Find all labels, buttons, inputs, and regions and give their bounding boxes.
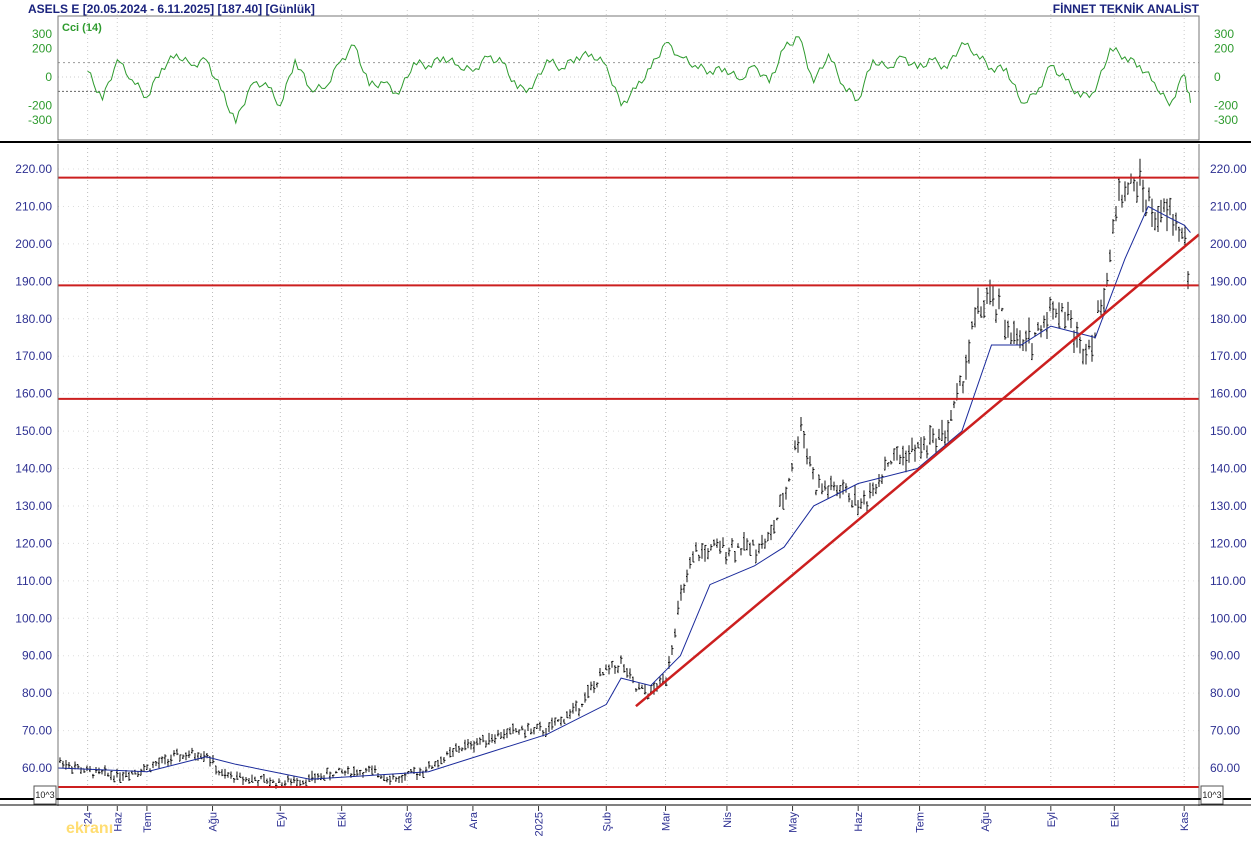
- price-tick-left: 200.00: [15, 237, 52, 251]
- volume-label-left: 10^3: [35, 790, 54, 800]
- price-tick-right: 200.00: [1210, 237, 1247, 251]
- x-tick-label: Kas: [402, 812, 414, 831]
- x-tick-label: Haz: [112, 812, 124, 832]
- price-tick-right: 60.00: [1210, 761, 1240, 775]
- symbol: ASELS E: [28, 2, 80, 16]
- period: [Günlük]: [265, 2, 315, 16]
- x-tick-label: Ağu: [208, 812, 220, 832]
- price-tick-right: 110.00: [1210, 574, 1246, 588]
- volume-label-right-box: [1200, 785, 1224, 805]
- x-tick-label: Tem: [915, 812, 927, 833]
- x-tick-label: Kas: [1179, 812, 1191, 831]
- price-tick-right: 70.00: [1210, 724, 1240, 738]
- chart-frame: 10^3 10^3: [0, 15, 1251, 806]
- price-tick-right: 220.00: [1210, 162, 1247, 176]
- date-range: [20.05.2024 - 6.11.2025]: [82, 2, 215, 16]
- x-tick-label: Eyl: [275, 812, 287, 827]
- price-tick-right: 160.00: [1210, 387, 1247, 401]
- price-tick-left: 90.00: [22, 649, 52, 663]
- price-tick-left: 220.00: [15, 162, 52, 176]
- cci-tick-left: 0: [45, 70, 52, 84]
- cci-line: [87, 36, 1191, 125]
- price-tick-left: 70.00: [22, 724, 52, 738]
- trendline: [635, 233, 1200, 708]
- cci-title: Cci (14): [62, 22, 102, 34]
- price-tick-right: 140.00: [1210, 462, 1247, 476]
- cci-tick-left: -300: [28, 113, 52, 127]
- cci-tick-right: 200: [1214, 41, 1234, 55]
- x-tick-label: Eki: [1109, 812, 1121, 827]
- moving-average-line: [57, 205, 1191, 780]
- price-tick-left: 100.00: [15, 611, 52, 625]
- cci-panel-border: [57, 15, 1200, 141]
- price-grid: 60.00 60.00 70.00 70.00 80.00 80.00 90.00 90.00…: [15, 10, 1247, 787]
- cci-tick-left: -200: [28, 99, 52, 113]
- price-tick-left: 80.00: [22, 686, 52, 700]
- price-tick-right: 90.00: [1210, 649, 1240, 663]
- x-tick-label: Eyl: [1046, 812, 1058, 827]
- price-tick-right: 170.00: [1210, 349, 1247, 363]
- last-price: [187.40]: [217, 2, 263, 16]
- price-tick-left: 170.00: [15, 349, 52, 363]
- price-tick-right: 130.00: [1210, 499, 1247, 513]
- x-tick-label: '24: [83, 812, 95, 826]
- price-tick-left: 140.00: [15, 462, 52, 476]
- x-tick-label: Haz: [853, 812, 865, 832]
- cci-tick-right: -300: [1214, 113, 1238, 127]
- price-tick-left: 110.00: [16, 574, 52, 588]
- x-tick-label: Ağu: [980, 812, 992, 832]
- price-tick-right: 120.00: [1210, 536, 1247, 550]
- x-tick-label: Tem: [142, 812, 154, 833]
- volume-label-right: 10^3: [1202, 790, 1221, 800]
- price-tick-right: 180.00: [1210, 312, 1247, 326]
- x-tick-label: Eki: [337, 812, 349, 827]
- price-tick-right: 150.00: [1210, 424, 1247, 438]
- price-tick-right: 100.00: [1210, 611, 1247, 625]
- price-tick-left: 210.00: [15, 199, 52, 213]
- price-tick-left: 190.00: [15, 274, 52, 288]
- price-tick-right: 210.00: [1210, 199, 1247, 213]
- x-tick-label: Mar: [661, 812, 673, 831]
- x-tick-label: Ara: [468, 811, 480, 829]
- price-tick-left: 180.00: [15, 312, 52, 326]
- x-tick-label: Şub: [601, 812, 613, 832]
- chart-header: ASELS E [20.05.2024 - 6.11.2025] [187.40…: [28, 2, 315, 16]
- price-tick-left: 130.00: [15, 499, 52, 513]
- cci-panel: [87, 36, 1191, 125]
- cci-tick-left: 300: [32, 27, 52, 41]
- price-tick-left: 150.00: [15, 424, 52, 438]
- x-tick-label: May: [788, 812, 800, 833]
- price-tick-right: 190.00: [1210, 274, 1247, 288]
- x-tick-label: Nis: [722, 812, 734, 828]
- x-tick-label: 2025: [534, 812, 546, 836]
- axis-ticks: '24 Haz Tem Ağu Eyl Eki Kas Ara 2025 Şub Mar Nis May…: [83, 806, 1191, 836]
- cci-tick-right: 0: [1214, 70, 1221, 84]
- price-panel: [57, 158, 1200, 789]
- price-tick-left: 120.00: [15, 536, 52, 550]
- watermark: ekranı: [66, 820, 114, 837]
- price-tick-right: 80.00: [1210, 686, 1240, 700]
- price-tick-left: 60.00: [22, 761, 52, 775]
- cci-tick-left: 200: [32, 41, 52, 55]
- brand-label: FİNNET TEKNİK ANALİST: [1052, 2, 1199, 16]
- cci-tick-right: 300: [1214, 27, 1234, 41]
- price-tick-left: 160.00: [15, 387, 52, 401]
- volume-label-left-box: [33, 785, 57, 805]
- cci-tick-right: -200: [1214, 99, 1238, 113]
